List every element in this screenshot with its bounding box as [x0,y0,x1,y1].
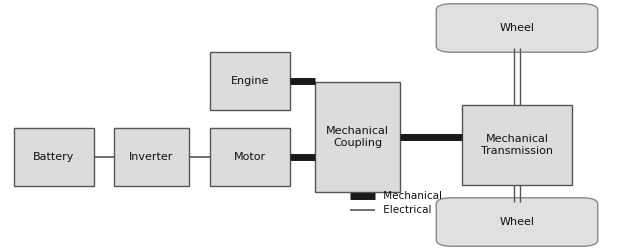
Text: Inverter: Inverter [130,152,174,162]
FancyBboxPatch shape [437,4,598,52]
Text: Mechanical: Mechanical [380,191,442,201]
FancyBboxPatch shape [114,128,189,186]
FancyBboxPatch shape [437,198,598,246]
Text: Engine: Engine [231,76,269,86]
Text: Mechanical
Transmission: Mechanical Transmission [481,134,553,156]
Text: Battery: Battery [33,152,75,162]
Text: Wheel: Wheel [499,217,535,227]
FancyBboxPatch shape [14,128,94,186]
FancyBboxPatch shape [210,52,290,110]
FancyBboxPatch shape [315,82,400,192]
Text: Wheel: Wheel [499,23,535,33]
FancyBboxPatch shape [462,105,572,185]
Text: Mechanical
Coupling: Mechanical Coupling [326,126,389,148]
Text: Motor: Motor [234,152,266,162]
FancyBboxPatch shape [210,128,290,186]
Text: Electrical: Electrical [380,205,431,215]
